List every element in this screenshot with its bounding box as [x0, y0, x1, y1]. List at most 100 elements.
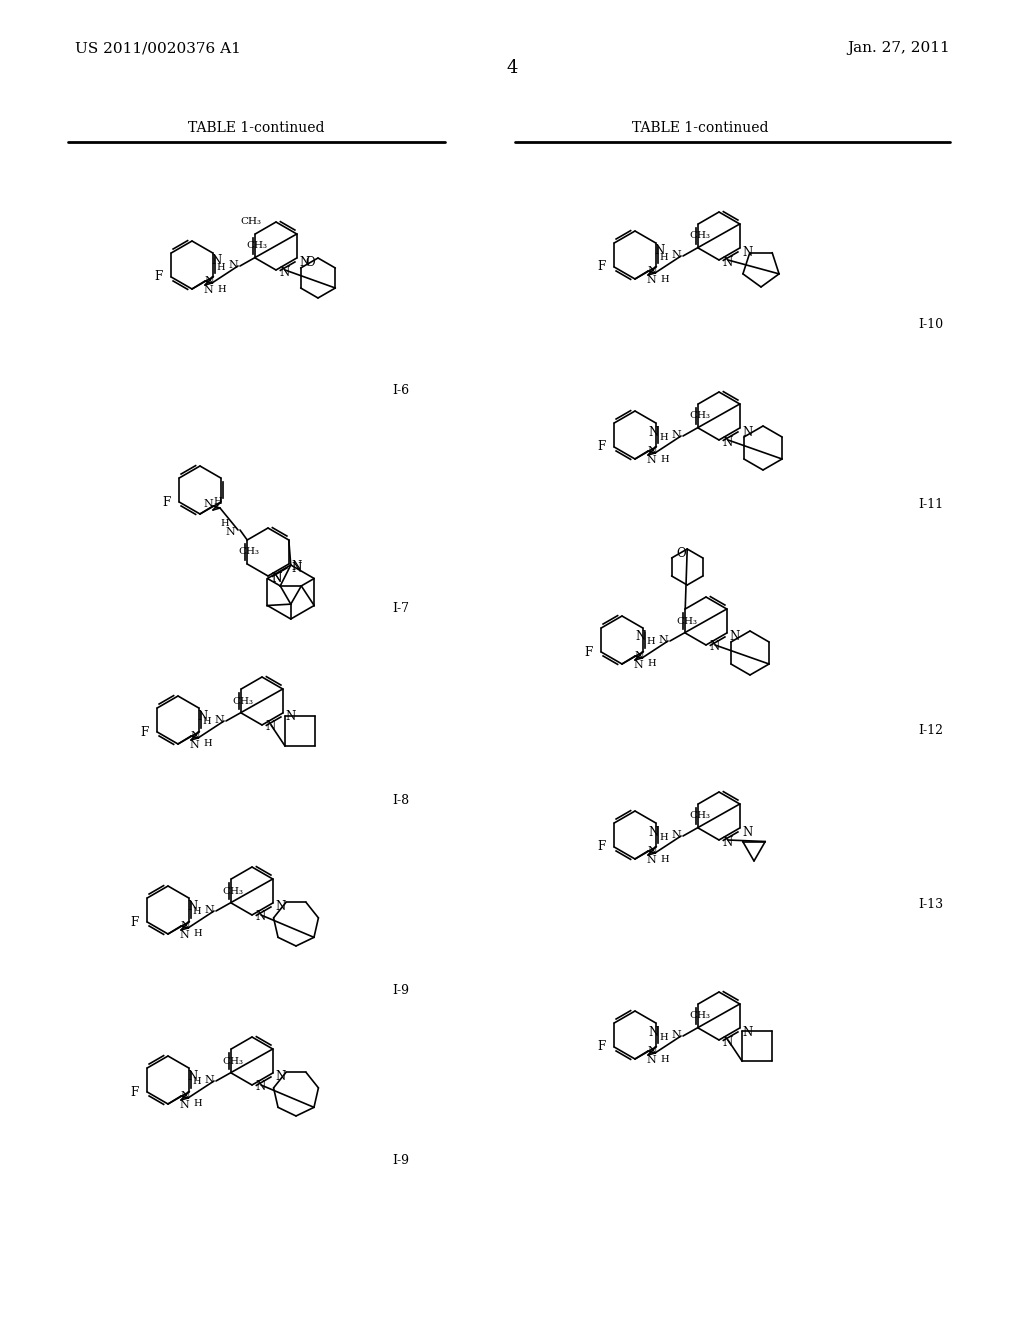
Text: N: N: [266, 721, 276, 734]
Text: 4: 4: [506, 59, 518, 77]
Text: H: H: [214, 498, 222, 507]
Text: F: F: [597, 441, 605, 454]
Text: N: N: [181, 921, 190, 931]
Text: N: N: [648, 446, 657, 455]
Text: TABLE 1-continued: TABLE 1-continued: [632, 121, 768, 135]
Text: N: N: [648, 825, 658, 838]
Text: N: N: [256, 1081, 266, 1093]
Text: H: H: [204, 739, 212, 748]
Text: H: H: [659, 433, 669, 441]
Text: H: H: [217, 285, 226, 293]
Text: CH₃: CH₃: [690, 412, 711, 421]
Text: CH₃: CH₃: [690, 812, 711, 821]
Text: H: H: [660, 854, 669, 863]
Text: N: N: [671, 430, 681, 440]
Text: I-8: I-8: [392, 793, 410, 807]
Text: I-7: I-7: [392, 602, 409, 615]
Text: CH₃: CH₃: [247, 242, 267, 251]
Text: I-13: I-13: [918, 899, 943, 912]
Text: CH₃: CH₃: [241, 218, 262, 227]
Text: I-12: I-12: [918, 723, 943, 737]
Text: N: N: [181, 1092, 190, 1101]
Text: N: N: [710, 640, 720, 653]
Text: CH₃: CH₃: [232, 697, 254, 705]
Text: F: F: [154, 271, 163, 284]
Text: F: F: [597, 1040, 605, 1053]
Text: N: N: [723, 836, 733, 849]
Text: CH₃: CH₃: [690, 231, 711, 240]
Text: N: N: [723, 436, 733, 449]
Text: N: N: [204, 1074, 214, 1085]
Text: N: N: [212, 255, 222, 268]
Text: N: N: [742, 1026, 753, 1039]
Text: I-10: I-10: [918, 318, 943, 331]
Text: TABLE 1-continued: TABLE 1-continued: [187, 121, 325, 135]
Text: N: N: [190, 731, 201, 741]
Text: N: N: [179, 1100, 188, 1110]
Text: N: N: [648, 846, 657, 855]
Text: N: N: [204, 906, 214, 915]
Text: N: N: [275, 900, 286, 913]
Text: N: N: [633, 660, 643, 671]
Text: N: N: [646, 455, 656, 465]
Text: N: N: [280, 265, 290, 279]
Text: N: N: [187, 1069, 198, 1082]
Text: CH₃: CH₃: [222, 887, 244, 895]
Text: N: N: [671, 249, 681, 260]
Text: N: N: [228, 260, 238, 271]
Text: N: N: [671, 1030, 681, 1040]
Text: N: N: [275, 1071, 286, 1084]
Text: H: H: [660, 454, 669, 463]
Text: N: N: [203, 285, 213, 294]
Text: N: N: [742, 425, 753, 438]
Text: H: H: [193, 908, 202, 916]
Text: I-9: I-9: [392, 983, 409, 997]
Text: N: N: [671, 830, 681, 840]
Text: N: N: [654, 244, 665, 257]
Text: O: O: [306, 256, 315, 269]
Text: N: N: [286, 710, 296, 723]
Text: N: N: [198, 710, 208, 722]
Text: H: H: [647, 638, 655, 647]
Text: N: N: [203, 499, 213, 510]
Text: N: N: [658, 635, 668, 645]
Text: N: N: [205, 276, 215, 286]
Text: N: N: [214, 715, 224, 725]
Text: Jan. 27, 2011: Jan. 27, 2011: [847, 41, 950, 55]
Text: N: N: [646, 855, 656, 865]
Text: F: F: [130, 916, 138, 928]
Text: H: H: [194, 1100, 202, 1109]
Text: N: N: [225, 527, 234, 537]
Text: CH₃: CH₃: [690, 1011, 711, 1020]
Text: N: N: [300, 256, 310, 268]
Text: N: N: [648, 425, 658, 438]
Text: H: H: [221, 519, 229, 528]
Text: H: H: [217, 263, 225, 272]
Text: N: N: [635, 651, 645, 661]
Text: F: F: [584, 645, 592, 659]
Text: N: N: [723, 256, 733, 268]
Text: N: N: [256, 911, 266, 924]
Text: H: H: [203, 718, 211, 726]
Text: N: N: [730, 631, 740, 644]
Text: F: F: [162, 495, 170, 508]
Text: N: N: [292, 561, 302, 573]
Text: H: H: [659, 1032, 669, 1041]
Text: N: N: [646, 1055, 656, 1065]
Text: N: N: [646, 275, 656, 285]
Text: N: N: [648, 1026, 658, 1039]
Text: N: N: [292, 561, 302, 574]
Text: H: H: [659, 252, 669, 261]
Text: H: H: [659, 833, 669, 842]
Text: I-6: I-6: [392, 384, 410, 396]
Text: N: N: [723, 1035, 733, 1048]
Text: I-9: I-9: [392, 1154, 409, 1167]
Text: F: F: [597, 841, 605, 854]
Text: N: N: [742, 825, 753, 838]
Text: H: H: [194, 929, 202, 939]
Text: N: N: [648, 267, 657, 276]
Text: N: N: [189, 741, 199, 750]
Text: N: N: [636, 631, 646, 644]
Text: CH₃: CH₃: [239, 548, 260, 557]
Text: F: F: [597, 260, 605, 273]
